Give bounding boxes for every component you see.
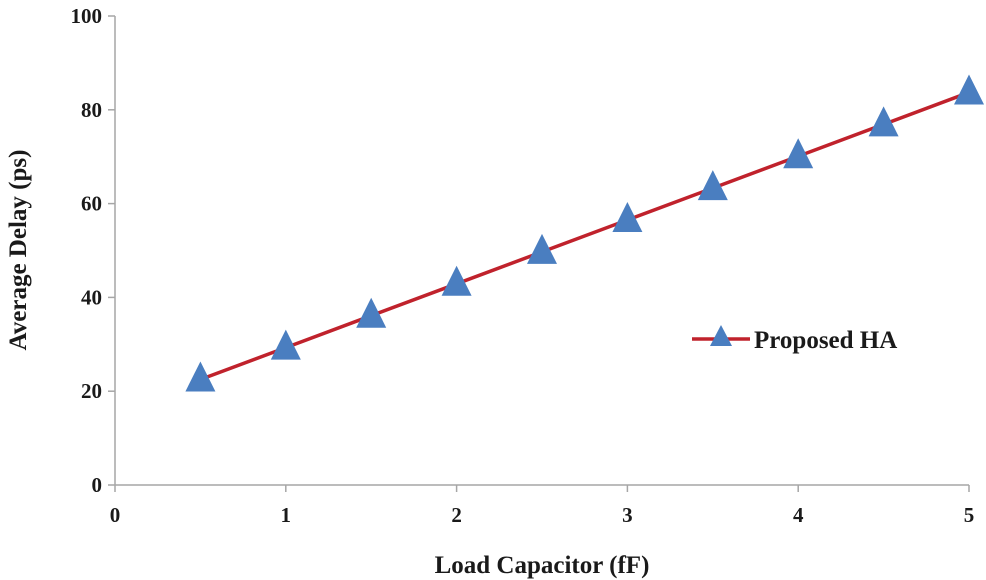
x-tick-label: 3	[622, 503, 633, 527]
x-tick-label: 5	[964, 503, 975, 527]
data-point-marker	[356, 297, 387, 328]
series-layer	[185, 74, 984, 392]
x-tick-label: 0	[110, 503, 121, 527]
data-point-marker	[270, 329, 301, 360]
x-axis-title: Load Capacitor (fF)	[435, 552, 650, 579]
y-tick-label: 60	[81, 192, 102, 216]
y-tick-label: 40	[81, 285, 102, 309]
legend-marker	[710, 325, 732, 346]
legend-label: Proposed HA	[754, 327, 897, 354]
data-point-marker	[697, 170, 728, 201]
x-axis-ticks: 0 1 2 3 4 5	[110, 485, 975, 527]
x-tick-label: 2	[451, 503, 462, 527]
series-line	[199, 90, 970, 382]
x-tick-label: 1	[281, 503, 292, 527]
y-axis-ticks: 0 20 40 60 80 100	[71, 4, 115, 497]
y-tick-label: 80	[81, 98, 102, 122]
y-axis-title: Average Delay (ps)	[5, 150, 32, 351]
data-point-marker	[954, 74, 984, 105]
y-tick-label: 100	[71, 4, 103, 28]
y-tick-label: 20	[81, 379, 102, 403]
data-point-marker	[783, 138, 814, 169]
data-point-marker	[868, 106, 899, 137]
legend: Proposed HA	[692, 325, 897, 354]
data-point-marker	[612, 202, 643, 233]
data-point-marker	[527, 233, 557, 264]
data-point-marker	[185, 361, 216, 392]
y-tick-label: 0	[92, 473, 103, 497]
axes	[114, 16, 969, 486]
x-tick-label: 4	[793, 503, 804, 527]
data-point-marker	[441, 265, 472, 296]
